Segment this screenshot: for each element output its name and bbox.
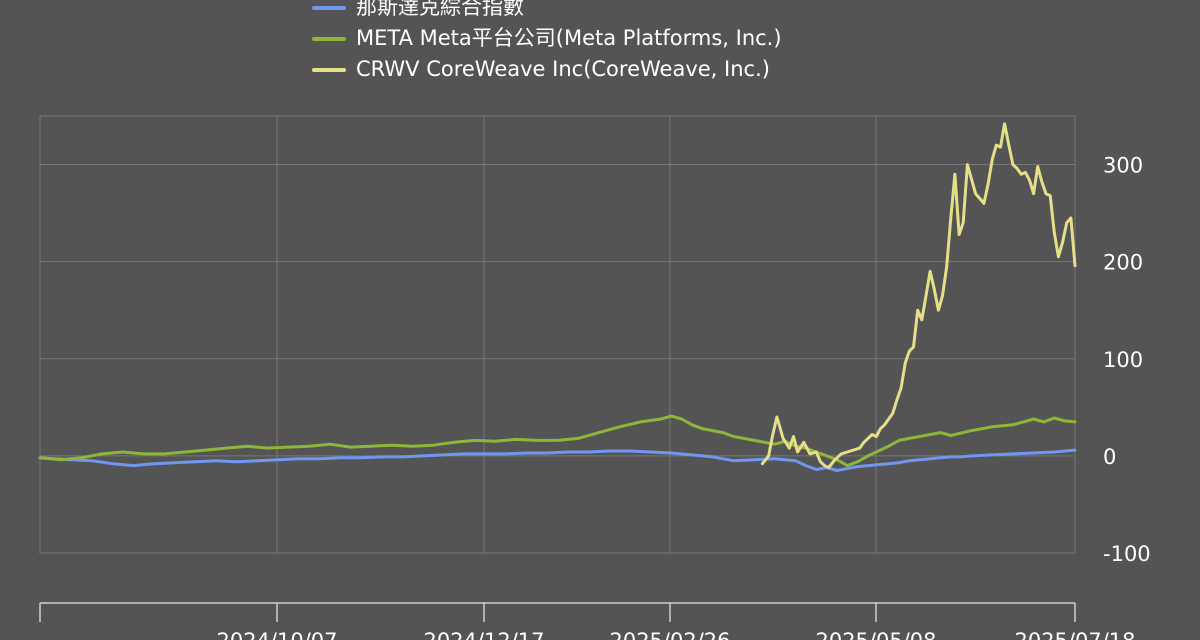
chart-legend: 那斯達克綜合指數 META Meta平台公司(Meta Platforms, I…	[312, 0, 782, 85]
legend-item-meta[interactable]: META Meta平台公司(Meta Platforms, Inc.)	[312, 23, 782, 54]
legend-label-nasdaq: 那斯達克綜合指數	[356, 0, 524, 19]
y-tick-label: 300	[1103, 154, 1143, 178]
legend-swatch-crwv	[312, 67, 346, 72]
legend-swatch-nasdaq	[312, 5, 346, 10]
x-tick-label: 2025/05/08	[815, 629, 936, 640]
y-tick-label: 100	[1103, 348, 1143, 372]
legend-label-meta: META Meta平台公司(Meta Platforms, Inc.)	[356, 26, 782, 50]
y-tick-label: 0	[1103, 445, 1116, 469]
plot-frame	[39, 115, 1076, 554]
series-line-nasdaq	[38, 448, 1077, 472]
legend-swatch-meta	[312, 36, 346, 41]
y-tick-label: 200	[1103, 251, 1143, 275]
x-tick-label: 2025/07/18	[1014, 629, 1135, 640]
legend-item-nasdaq[interactable]: 那斯達克綜合指數	[312, 0, 782, 23]
legend-item-crwv[interactable]: CRWV CoreWeave Inc(CoreWeave, Inc.)	[312, 54, 782, 85]
x-tick-label: 2025/02/26	[609, 629, 730, 640]
x-tick-label: 2024/10/07	[216, 629, 337, 640]
legend-label-crwv: CRWV CoreWeave Inc(CoreWeave, Inc.)	[356, 57, 770, 81]
x-tick-label: 2024/12/17	[423, 629, 544, 640]
y-tick-label: -100	[1103, 542, 1151, 566]
series-line-meta	[38, 414, 1077, 468]
series-line-crwv	[760, 122, 1077, 469]
